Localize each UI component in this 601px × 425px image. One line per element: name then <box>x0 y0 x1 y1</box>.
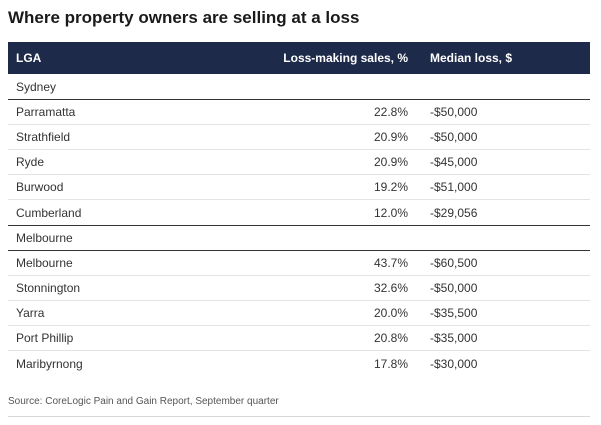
group-row-sydney: Sydney <box>8 74 590 100</box>
pct-cell: 43.7% <box>373 256 408 270</box>
pct-cell: 20.8% <box>373 331 408 345</box>
pct-cell: 22.8% <box>373 105 408 119</box>
lga-cell: Parramatta <box>16 105 76 119</box>
loss-cell: -$60,500 <box>430 256 478 270</box>
loss-cell: -$35,500 <box>430 306 478 320</box>
pct-cell: 20.0% <box>373 306 408 320</box>
table-row: Yarra 20.0% -$35,500 <box>8 301 590 326</box>
table-row: Stonnington 32.6% -$50,000 <box>8 276 590 301</box>
table-header: LGA Loss-making sales, % Median loss, $ <box>8 42 590 74</box>
pct-cell: 12.0% <box>373 205 408 220</box>
lga-cell: Burwood <box>16 180 64 194</box>
group-label: Sydney <box>16 79 57 94</box>
pct-cell: 17.8% <box>373 356 408 371</box>
loss-cell: -$50,000 <box>430 130 478 144</box>
table-row: Cumberland 12.0% -$29,056 <box>8 200 590 225</box>
lga-cell: Yarra <box>16 306 45 320</box>
group-row-melbourne: Melbourne <box>8 225 590 251</box>
pct-cell: 32.6% <box>373 281 408 295</box>
bottom-divider <box>8 416 590 417</box>
table-row: Maribyrnong 17.8% -$30,000 <box>8 351 590 376</box>
loss-cell: -$29,056 <box>430 205 478 220</box>
table-row: Strathfield 20.9% -$50,000 <box>8 125 590 150</box>
lga-cell: Stonnington <box>16 281 81 295</box>
lga-cell: Port Phillip <box>16 331 74 345</box>
pct-cell: 19.2% <box>373 180 408 194</box>
lga-cell: Maribyrnong <box>16 356 83 371</box>
loss-cell: -$35,000 <box>430 331 478 345</box>
table-row: Ryde 20.9% -$45,000 <box>8 150 590 175</box>
lga-cell: Melbourne <box>16 256 73 270</box>
source-note: Source: CoreLogic Pain and Gain Report, … <box>8 396 279 407</box>
lga-cell: Ryde <box>16 155 45 169</box>
loss-cell: -$30,000 <box>430 356 478 371</box>
page-title: Where property owners are selling at a l… <box>8 8 360 27</box>
loss-cell: -$50,000 <box>430 105 478 119</box>
pct-cell: 20.9% <box>373 155 408 169</box>
data-table: LGA Loss-making sales, % Median loss, $ … <box>8 42 590 376</box>
loss-cell: -$50,000 <box>430 281 478 295</box>
table-row: Parramatta 22.8% -$50,000 <box>8 100 590 125</box>
pct-cell: 20.9% <box>373 130 408 144</box>
table-row: Port Phillip 20.8% -$35,000 <box>8 326 590 351</box>
lga-cell: Strathfield <box>16 130 71 144</box>
lga-cell: Cumberland <box>16 205 82 220</box>
table-row: Melbourne 43.7% -$60,500 <box>8 251 590 276</box>
column-header-loss-making-sales: Loss-making sales, % <box>283 51 408 65</box>
column-header-lga: LGA <box>16 51 42 65</box>
loss-cell: -$51,000 <box>430 180 478 194</box>
table-row: Burwood 19.2% -$51,000 <box>8 175 590 200</box>
loss-cell: -$45,000 <box>430 155 478 169</box>
group-label: Melbourne <box>16 231 73 245</box>
column-header-median-loss: Median loss, $ <box>430 51 513 65</box>
